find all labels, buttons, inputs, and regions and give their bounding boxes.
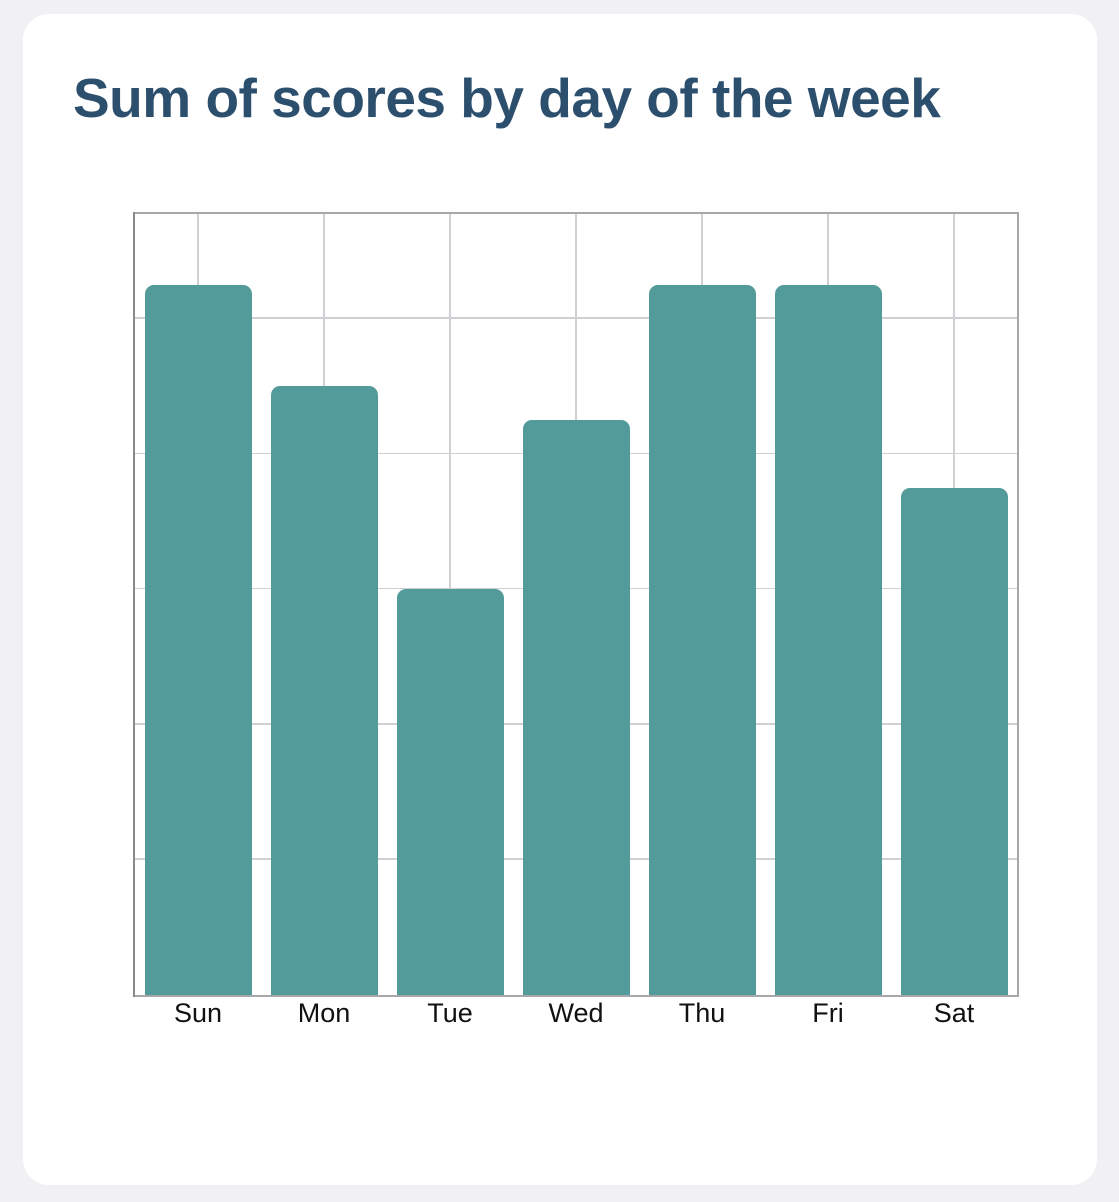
bar-sat[interactable] [900, 487, 1008, 995]
bar-mon[interactable] [270, 386, 378, 995]
x-axis-label: Mon [297, 998, 351, 1028]
plot-area [133, 212, 1019, 997]
bar-thu[interactable] [648, 285, 756, 995]
bar-wed[interactable] [522, 420, 630, 995]
x-axis-label: Thu [678, 998, 726, 1028]
x-axis-label: Fri [812, 998, 844, 1028]
bar-fri[interactable] [774, 285, 882, 995]
chart-title: Sum of scores by day of the week [73, 67, 941, 129]
x-axis-label: Tue [427, 998, 473, 1028]
chart-card: Sum of scores by day of the week Sun Mon T… [23, 14, 1097, 1185]
bar-tue[interactable] [396, 589, 504, 995]
x-axis-label: Sat [933, 998, 975, 1028]
y-axis-line [133, 212, 135, 997]
bar-sun[interactable] [144, 285, 252, 995]
x-axis-label: Sun [173, 998, 223, 1028]
x-axis-label: Wed [548, 998, 604, 1028]
